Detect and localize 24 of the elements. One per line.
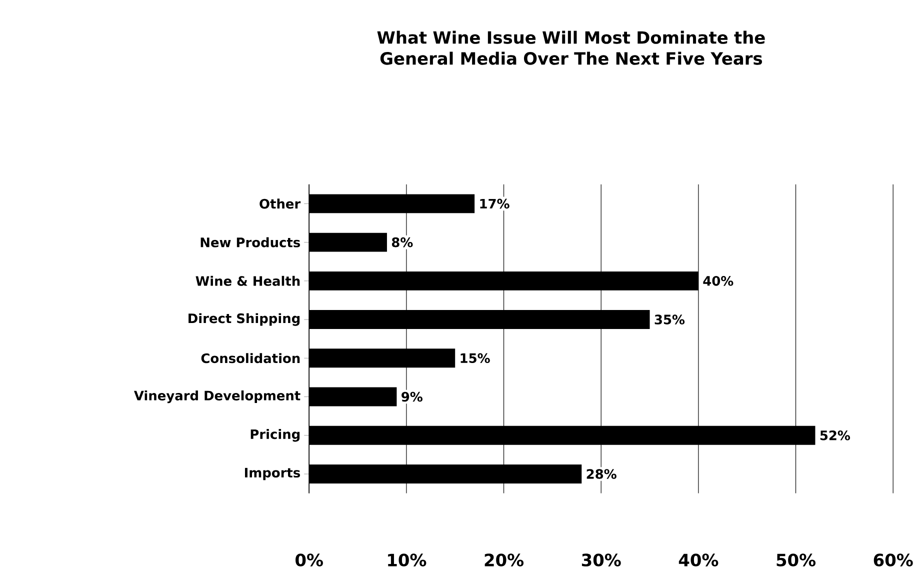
y-tick-label: Other	[260, 198, 301, 209]
data-label: 28%	[586, 469, 616, 479]
data-label: 40%	[703, 276, 734, 286]
x-tick-label: 0%	[296, 554, 323, 566]
data-label: 9%	[402, 392, 422, 402]
data-label: 35%	[654, 314, 685, 324]
y-tick-label: New Products	[200, 237, 300, 248]
y-tick-label: Vineyard Development	[134, 390, 300, 404]
x-tick-label: 60%	[874, 554, 913, 566]
data-label: 52%	[820, 430, 850, 440]
data-label: 17%	[480, 198, 510, 209]
y-tick-label: Imports	[245, 468, 300, 480]
x-tick-label: 50%	[776, 554, 816, 566]
y-tick-label: Direct Shipping	[188, 313, 300, 326]
x-tick-label: 20%	[484, 554, 524, 566]
x-tick-label: 40%	[678, 554, 718, 566]
y-tick-label: Pricing	[250, 429, 300, 442]
x-tick-label: 30%	[582, 554, 621, 566]
data-label: 8%	[392, 237, 413, 248]
y-tick-label: Wine & Health	[196, 276, 300, 286]
x-tick-label: 10%	[388, 554, 426, 566]
chart-title: What Wine Issue Will Most Dominate the General Media Over The Next Five Years	[377, 30, 765, 65]
data-label: 15%	[460, 353, 490, 364]
y-tick-label: Consolidation	[201, 353, 300, 364]
